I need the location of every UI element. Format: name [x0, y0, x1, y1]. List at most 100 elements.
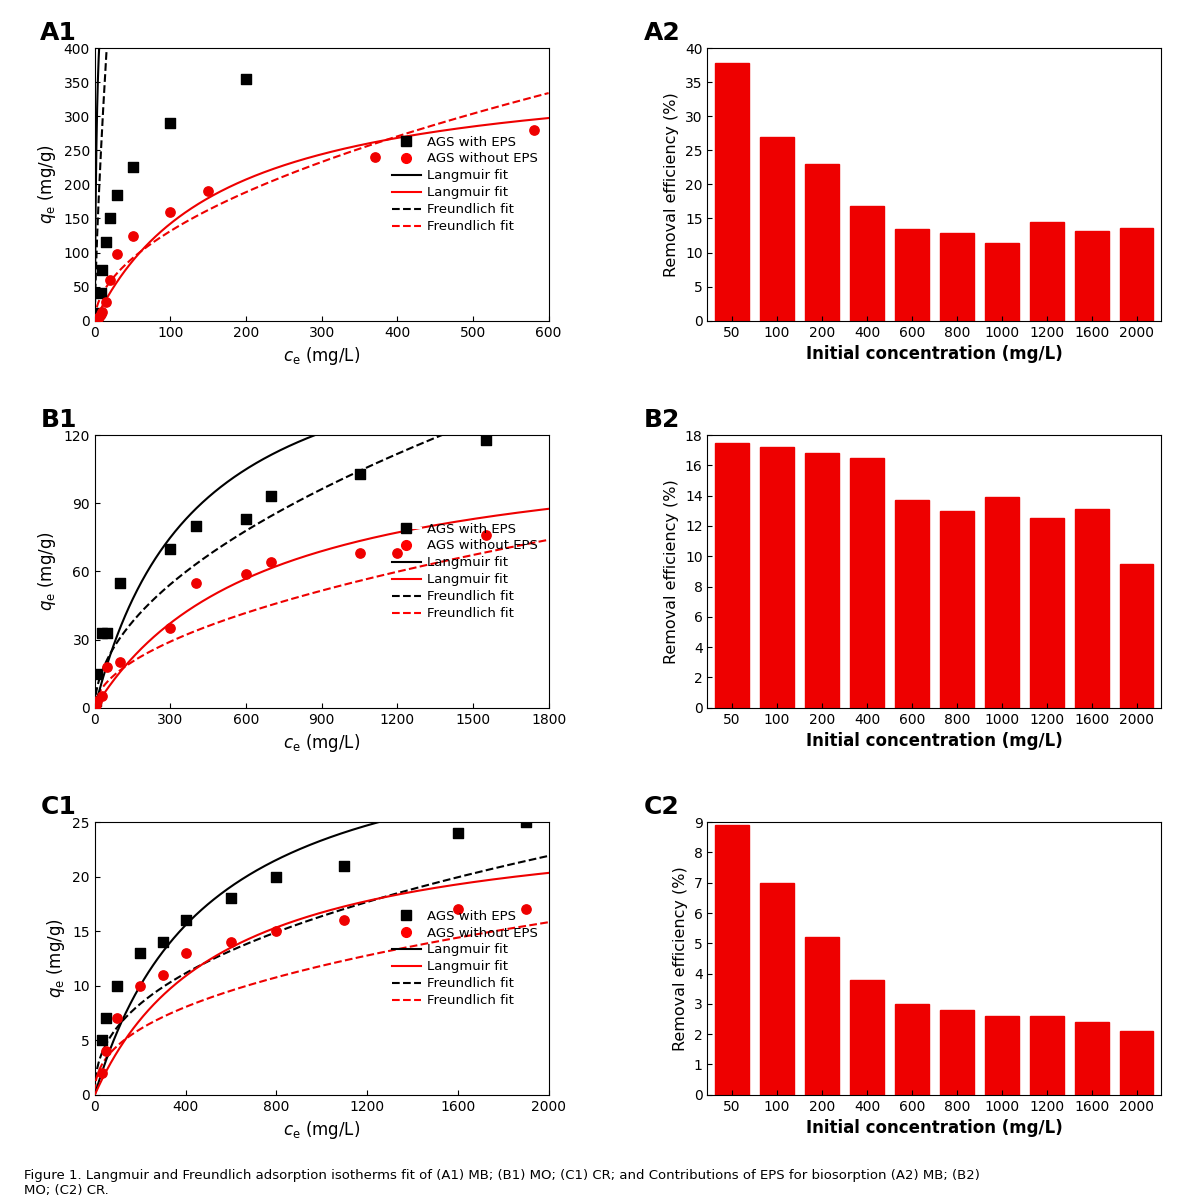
Point	[237, 564, 256, 583]
Text: A2: A2	[643, 22, 680, 46]
Text: C1: C1	[40, 795, 76, 819]
X-axis label: $\mathit{c}_{\mathrm{e}}$ (mg/L): $\mathit{c}_{\mathrm{e}}$ (mg/L)	[283, 1119, 360, 1142]
Point	[387, 544, 406, 563]
Point	[130, 943, 149, 962]
Point	[108, 244, 127, 263]
Point	[98, 657, 117, 676]
Point	[448, 824, 467, 843]
Point	[350, 464, 369, 484]
Bar	[895, 1003, 929, 1095]
Y-axis label: Removal efficiency (%): Removal efficiency (%)	[673, 866, 688, 1051]
Point	[335, 857, 354, 876]
Legend: AGS with EPS, AGS without EPS, Langmuir fit, Langmuir fit, Freundlich fit, Freun: AGS with EPS, AGS without EPS, Langmuir …	[387, 906, 542, 1012]
Point	[186, 516, 205, 535]
X-axis label: $\mathit{c}_{\mathrm{e}}$ (mg/L): $\mathit{c}_{\mathrm{e}}$ (mg/L)	[283, 733, 360, 754]
Point	[161, 113, 180, 132]
X-axis label: Initial concentration (mg/L): Initial concentration (mg/L)	[806, 345, 1063, 363]
Bar	[895, 500, 929, 707]
Point	[92, 303, 111, 322]
Bar	[716, 63, 749, 321]
Point	[262, 487, 281, 506]
Point	[97, 1009, 116, 1029]
Point	[88, 692, 107, 711]
Point	[101, 271, 120, 290]
Bar	[940, 1011, 974, 1095]
Point	[262, 552, 281, 571]
Point	[89, 303, 108, 322]
Point	[335, 911, 354, 930]
Bar	[716, 443, 749, 707]
Bar	[1075, 231, 1108, 321]
Point	[476, 526, 495, 545]
Bar	[985, 497, 1019, 707]
Point	[177, 911, 196, 930]
Bar	[850, 206, 884, 321]
X-axis label: $\mathit{c}_{\mathrm{e}}$ (mg/L): $\mathit{c}_{\mathrm{e}}$ (mg/L)	[283, 345, 360, 367]
Point	[87, 695, 105, 715]
Point	[91, 284, 110, 303]
Point	[98, 623, 117, 642]
Bar	[895, 229, 929, 321]
Point	[153, 965, 172, 984]
Point	[517, 900, 536, 919]
Bar	[1120, 229, 1153, 321]
Bar	[1030, 221, 1064, 321]
Point	[108, 1009, 127, 1029]
Point	[476, 429, 495, 449]
Point	[161, 618, 180, 638]
Point	[350, 544, 369, 563]
Point	[267, 867, 286, 887]
Point	[92, 687, 111, 706]
Point	[222, 889, 241, 908]
Bar	[805, 937, 839, 1095]
Point	[237, 510, 256, 529]
Point	[365, 148, 384, 167]
Legend: AGS with EPS, AGS without EPS, Langmuir fit, Langmuir fit, Freundlich fit, Freun: AGS with EPS, AGS without EPS, Langmuir …	[387, 518, 542, 624]
Bar	[761, 137, 794, 321]
Text: B2: B2	[643, 409, 680, 432]
Point	[237, 69, 256, 88]
Bar	[985, 243, 1019, 321]
Legend: AGS with EPS, AGS without EPS, Langmuir fit, Langmuir fit, Freundlich fit, Freun: AGS with EPS, AGS without EPS, Langmuir …	[387, 131, 542, 237]
Point	[517, 812, 536, 831]
Point	[91, 304, 110, 324]
Bar	[805, 164, 839, 321]
Point	[161, 202, 180, 221]
Point	[123, 158, 142, 177]
Point	[97, 232, 116, 251]
Point	[92, 623, 111, 642]
Point	[108, 185, 127, 205]
Y-axis label: $\mathit{q}_{\mathrm{e}}$ (mg/g): $\mathit{q}_{\mathrm{e}}$ (mg/g)	[45, 918, 66, 998]
Point	[97, 1042, 116, 1061]
Point	[267, 921, 286, 941]
Point	[123, 226, 142, 245]
Point	[177, 943, 196, 962]
Point	[448, 900, 467, 919]
Point	[130, 976, 149, 995]
Bar	[850, 458, 884, 707]
Point	[89, 308, 108, 327]
Point	[97, 292, 116, 312]
Text: B1: B1	[40, 409, 77, 432]
Bar	[1075, 509, 1108, 707]
Point	[222, 932, 241, 952]
Point	[101, 209, 120, 229]
Y-axis label: $\mathit{q}_{\mathrm{e}}$ (mg/g): $\mathit{q}_{\mathrm{e}}$ (mg/g)	[36, 144, 58, 225]
Bar	[1030, 518, 1064, 707]
Point	[108, 976, 127, 995]
Bar	[1075, 1023, 1108, 1095]
Point	[88, 664, 107, 683]
Y-axis label: Removal efficiency (%): Removal efficiency (%)	[665, 91, 679, 277]
Bar	[1030, 1017, 1064, 1095]
Bar	[940, 232, 974, 321]
Point	[92, 260, 111, 279]
Y-axis label: Removal efficiency (%): Removal efficiency (%)	[665, 479, 679, 664]
Bar	[761, 883, 794, 1095]
Text: A1: A1	[40, 22, 77, 46]
Point	[161, 539, 180, 558]
Point	[87, 304, 105, 324]
Point	[110, 653, 129, 672]
Text: C2: C2	[643, 795, 680, 819]
Point	[87, 692, 105, 711]
Point	[92, 1031, 111, 1050]
